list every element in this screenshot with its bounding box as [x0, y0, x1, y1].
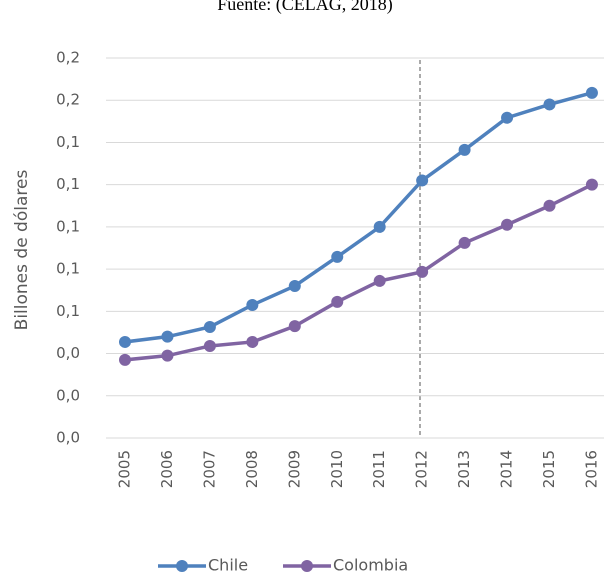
y-tick-label: 0,2: [56, 49, 80, 67]
x-tick-label: 2015: [540, 450, 558, 488]
point: [161, 330, 174, 343]
point: [501, 218, 514, 231]
point: [501, 111, 514, 124]
point: [458, 236, 471, 249]
y-axis-label: Billones de dólares: [12, 170, 32, 331]
y-tick-label: 0,2: [56, 91, 80, 109]
series-line: [124, 91, 593, 344]
point: [331, 295, 344, 308]
point: [119, 335, 131, 348]
point: [585, 86, 598, 99]
x-tick-label: 2008: [243, 450, 261, 488]
x-tick-label: 2013: [455, 450, 473, 488]
y-tick-label: 0,0: [56, 386, 80, 404]
y-tick-label: 0,1: [56, 217, 80, 235]
point: [458, 143, 471, 156]
legend-marker: [176, 560, 188, 572]
point: [288, 280, 301, 292]
point: [203, 339, 216, 352]
y-tick-label: 0,1: [56, 175, 80, 193]
y-tick-label: 0,1: [56, 260, 80, 278]
x-tick-label: 2016: [582, 450, 600, 488]
x-tick-label: 2010: [328, 450, 346, 488]
series-line: [124, 183, 593, 362]
point: [288, 320, 301, 333]
y-tick-label: 0,1: [56, 133, 80, 151]
y-tick-label: 0,0: [56, 429, 80, 447]
legend-label: Chile: [208, 556, 248, 575]
x-tick-label: 2011: [370, 450, 388, 488]
x-tick-label: 2012: [413, 450, 431, 488]
point: [119, 353, 131, 366]
point: [543, 199, 556, 212]
x-tick-label: 2005: [116, 450, 134, 488]
chart-title: Fuente: (CELAG, 2018): [217, 0, 392, 15]
point: [331, 250, 344, 263]
y-tick-label: 0,1: [56, 302, 80, 320]
point: [416, 174, 429, 187]
point: [543, 98, 556, 111]
point: [246, 335, 259, 348]
point: [373, 274, 386, 287]
legend-label: Colombia: [333, 556, 408, 575]
x-tick-label: 2009: [285, 450, 303, 488]
point: [246, 299, 259, 311]
legend-marker: [301, 560, 313, 572]
y-tick-label: 0,0: [56, 344, 80, 362]
point: [416, 265, 429, 278]
point: [161, 349, 174, 362]
x-tick-label: 2006: [158, 450, 176, 488]
x-tick-label: 2007: [200, 450, 218, 488]
x-tick-label: 2014: [498, 450, 516, 488]
point: [373, 220, 386, 233]
point: [203, 320, 216, 333]
point: [585, 178, 598, 191]
